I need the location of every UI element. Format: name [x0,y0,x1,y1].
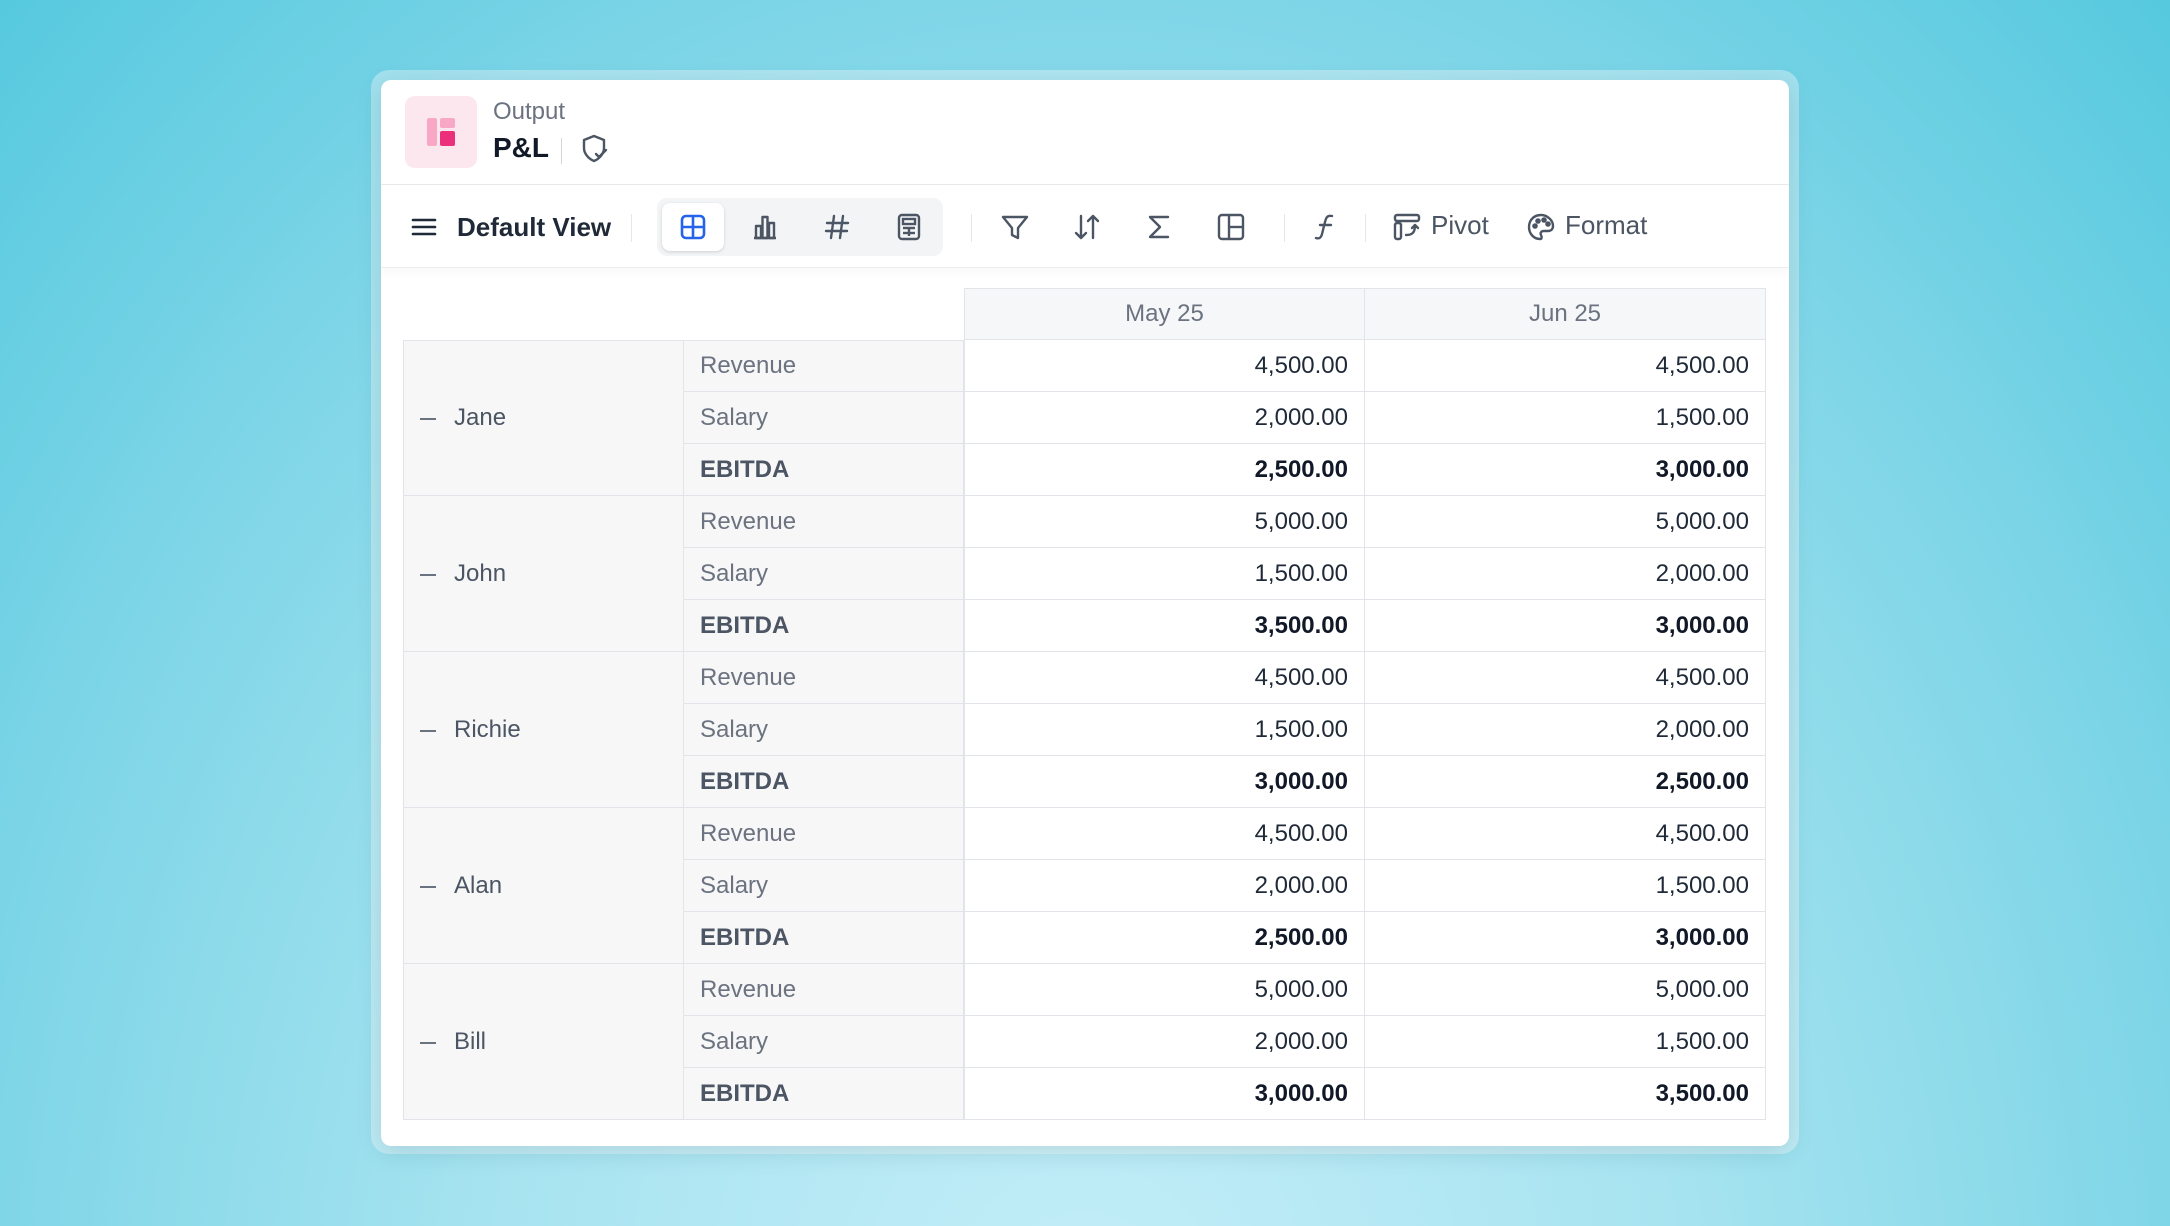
value-cell[interactable]: 1,500.00 [964,548,1365,600]
row-group-label: Richie [454,715,521,743]
row-group-john[interactable]: John [403,496,684,652]
value-cell[interactable]: 4,500.00 [1365,340,1766,392]
shield-check-icon[interactable] [577,132,611,166]
toolbar-divider [631,214,632,242]
row-group-alan[interactable]: Alan [403,808,684,964]
value-cell[interactable]: 4,500.00 [1365,652,1766,704]
collapse-icon[interactable] [420,885,436,888]
filter-icon [1001,215,1029,240]
value-cell[interactable]: 3,500.00 [964,600,1365,652]
metric-label: Revenue [684,964,964,1016]
format-button[interactable]: Format [1565,210,1648,240]
value-cell[interactable]: 2,500.00 [964,912,1365,964]
metric-label: Revenue [684,652,964,704]
value-cell[interactable]: 3,000.00 [1365,600,1766,652]
view-type-switcher [657,198,943,256]
value-cell[interactable]: 5,000.00 [1365,964,1766,1016]
table-icon [680,214,706,240]
row-group-label: Jane [454,404,507,431]
column-header[interactable]: May 25 [964,288,1365,340]
layout-icon [1217,213,1245,241]
calculator-icon [897,213,921,241]
row-group-richie[interactable]: Richie [403,652,684,808]
value-cell[interactable]: 5,000.00 [964,496,1365,548]
metric-label: EBITDA [684,444,964,496]
metric-label: Revenue [684,340,964,392]
collapse-icon[interactable] [420,729,436,732]
toolbar-divider [1365,214,1366,242]
metric-label: EBITDA [684,1068,964,1120]
layout-button[interactable] [1211,207,1251,247]
chart-view-button[interactable] [734,203,796,251]
sort-button[interactable] [1067,207,1107,247]
value-cell[interactable]: 2,000.00 [964,860,1365,912]
row-group-label: John [454,559,507,587]
card-header: Output P&L [381,80,1789,185]
row-group-label: Bill [454,1027,487,1055]
value-cell[interactable]: 3,000.00 [1365,912,1766,964]
metric-label: EBITDA [684,912,964,964]
filter-button[interactable] [995,207,1035,247]
value-cell[interactable]: 3,000.00 [1365,444,1766,496]
metric-label: Revenue [684,808,964,860]
value-cell[interactable]: 4,500.00 [964,652,1365,704]
header-divider [561,138,562,164]
metric-label: Revenue [684,496,964,548]
value-cell[interactable]: 1,500.00 [1365,392,1766,444]
value-cell[interactable]: 2,000.00 [964,1016,1365,1068]
value-cell[interactable]: 4,500.00 [964,808,1365,860]
row-group-label: Alan [454,871,503,899]
sort-arrows-icon [1074,214,1100,240]
formula-button[interactable] [1306,207,1346,247]
palette-icon[interactable] [1521,207,1561,247]
pivot-button[interactable]: Pivot [1431,210,1489,240]
metric-label: Salary [684,548,964,600]
value-cell[interactable]: 2,500.00 [964,444,1365,496]
hash-icon [824,214,850,240]
value-cell[interactable]: 3,500.00 [1365,1068,1766,1120]
row-group-bill[interactable]: Bill [403,964,684,1120]
metric-label: Salary [684,704,964,756]
collapse-icon[interactable] [420,573,436,576]
value-cell[interactable]: 1,500.00 [964,704,1365,756]
metric-label: EBITDA [684,756,964,808]
toolbar-divider [1284,214,1285,242]
view-selector[interactable]: Default View [457,212,612,242]
value-cell[interactable]: 2,000.00 [1365,548,1766,600]
value-cell[interactable]: 5,000.00 [1365,496,1766,548]
toolbar-divider [971,214,972,242]
aggregate-button[interactable] [1139,207,1179,247]
collapse-icon[interactable] [420,418,436,420]
value-cell[interactable]: 3,000.00 [964,756,1365,808]
value-cell[interactable]: 2,000.00 [964,392,1365,444]
row-group-jane[interactable]: Jane [403,340,684,496]
table-view-button[interactable] [662,203,724,251]
value-cell[interactable]: 2,000.00 [1365,704,1766,756]
metric-label: EBITDA [684,600,964,652]
number-view-button[interactable] [806,203,868,251]
column-header[interactable]: Jun 25 [1365,288,1766,340]
header-subtitle: Output [493,98,566,125]
menu-icon[interactable] [409,212,439,242]
value-cell[interactable]: 1,500.00 [1365,1016,1766,1068]
metric-label: Salary [684,392,964,444]
value-cell[interactable]: 4,500.00 [964,340,1365,392]
pivot-icon[interactable] [1387,207,1427,247]
sigma-icon [1148,215,1170,239]
output-app-icon [405,96,477,168]
metric-label: Salary [684,1016,964,1068]
collapse-icon[interactable] [420,1041,436,1044]
value-cell[interactable]: 3,000.00 [964,1068,1365,1120]
value-cell[interactable]: 4,500.00 [1365,808,1766,860]
metric-label: Salary [684,860,964,912]
function-icon [1314,214,1334,240]
value-cell[interactable]: 1,500.00 [1365,860,1766,912]
value-cell[interactable]: 2,500.00 [1365,756,1766,808]
pnl-card: Output P&L Default View [381,80,1789,1146]
bar-chart-icon [754,215,776,240]
toolbar: Default View [381,186,1789,268]
value-cell[interactable]: 5,000.00 [964,964,1365,1016]
sheet-view-button[interactable] [878,203,940,251]
page-title: P&L [493,132,549,163]
